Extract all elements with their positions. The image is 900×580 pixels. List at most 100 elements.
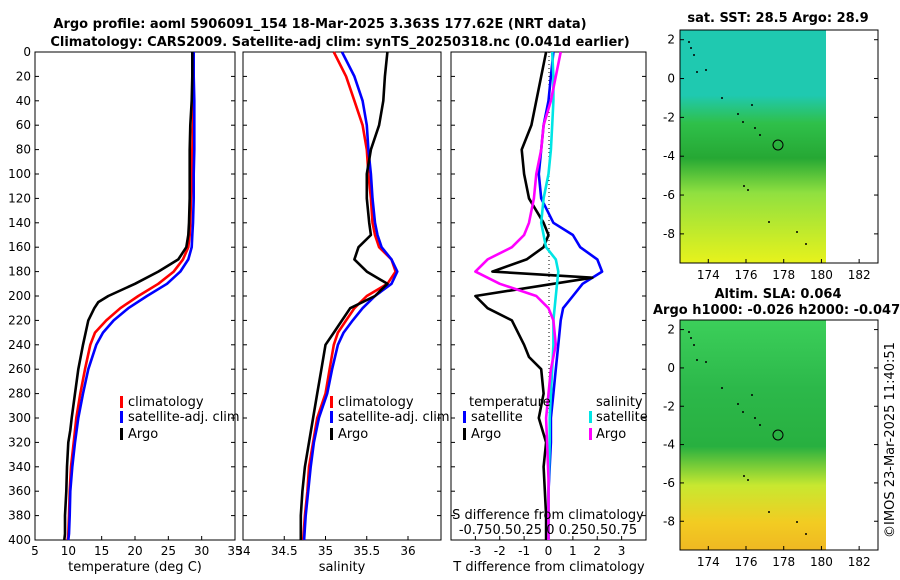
map-x-tick-label: 180 [810,555,833,569]
map-y-tick-label: -8 [663,514,675,528]
sla-argo-marker [772,429,784,441]
temperature-axes-box [34,51,236,541]
sst-map-ticks: 174 176 178 180 182 2 0 -2 -4 -6 -8 [663,33,878,282]
map-x-tick-label: 174 [697,268,720,282]
salinity-lines [299,51,399,541]
salinity-legend: climatology satellite-adj. clim Argo [330,395,450,442]
y-tick-label: 360 [8,484,31,498]
series-temperature-argo [474,51,594,540]
legend-climatology-swatch [120,396,123,408]
sla-axes-box [679,319,879,551]
map-y-tick-label: -6 [663,476,675,490]
temperature-x-ticks: 5 10 15 20 25 30 35 [31,51,243,558]
x-tick-label: 36 [400,544,415,558]
x-tick-label: 34 [235,544,250,558]
y-tick-label: 400 [8,533,31,547]
y-tick-label: 160 [8,240,31,254]
map-x-tick-label: 182 [848,555,871,569]
legend-salinity-header: salinity [596,395,643,410]
legend-climatology-swatch [330,396,333,408]
x-tick-label: 10 [61,544,76,558]
difference-top-ticks: -0.750.50.25 0 0.250.50.75 [459,523,637,538]
map-x-tick-label: 182 [848,268,871,282]
series-satellite-adj-clim [302,51,399,541]
y-tick-label: 320 [8,435,31,449]
legend-t-argo: Argo [471,427,501,442]
x-tick-label: 0 [545,544,553,558]
legend-argo-swatch [330,428,333,440]
y-tick-label: 240 [8,338,31,352]
x-tick-label: 34.5 [271,544,298,558]
difference-x-ticks: -3 -2 -1 0 1 2 3 [451,51,646,558]
map-y-tick-label: -4 [663,438,675,452]
sst-map: sat. SST: 28.5 Argo: 28.9 174 176 178 180 18… [663,11,879,282]
map-x-tick-label: 174 [697,555,720,569]
y-tick-label: 220 [8,313,31,327]
x-tick-label: -3 [469,544,481,558]
temperature-lines [63,51,196,541]
y-tick-label: 20 [16,69,31,83]
y-tick-label: 200 [8,289,31,303]
sst-nodata [826,30,878,263]
temperature-panel: 0 20 40 60 80 100 120 140 160 180 200 220 240 260 280 3… [8,45,243,575]
temperature-legend: climatology satellite-adj. clim Argo [120,395,240,442]
difference-xlabel: T difference from climatology [452,560,645,575]
y-tick-label: 300 [8,411,31,425]
x-tick-label: 35 [318,544,333,558]
y-tick-label: 280 [8,387,31,401]
y-tick-label: 100 [8,167,31,181]
legend-climatology: climatology [128,395,204,410]
figure-title-line2: Climatology: CARS2009. Satellite-adj cli… [50,35,629,50]
difference-lines [474,51,604,540]
map-x-tick-label: 180 [810,268,833,282]
series-climatology [66,51,195,541]
map-y-tick-label: 2 [667,323,675,337]
map-y-tick-label: 0 [667,361,675,375]
legend-satellite: satellite-adj. clim [128,410,240,425]
x-tick-label: 35 [227,544,242,558]
legend-satellite-swatch [120,411,123,423]
legend-satellite: satellite-adj. clim [338,410,450,425]
series-satellite-adj-clim [67,52,196,541]
legend-s-satellite-swatch [589,411,592,423]
salinity-xlabel: salinity [319,560,366,575]
temperature-xlabel: temperature (deg C) [68,560,202,575]
x-tick-label: 30 [194,544,209,558]
x-tick-label: 20 [127,544,142,558]
map-x-tick-label: 178 [772,268,795,282]
x-tick-label: 5 [31,544,39,558]
x-tick-label: 25 [161,544,176,558]
map-y-tick-label: -2 [663,110,675,124]
difference-top-label: S difference from climatology [452,508,644,523]
y-tick-label: 140 [8,216,31,230]
legend-argo: Argo [338,427,368,442]
x-tick-label: -2 [494,544,506,558]
sst-field [680,30,826,263]
sst-argo-marker [772,139,784,151]
map-y-tick-label: -8 [663,227,675,241]
sst-islands [688,41,807,245]
series-salinity-argo [474,51,562,540]
sst-axes-box [679,29,879,264]
series-climatology [301,51,397,541]
difference-panel: -3 -2 -1 0 1 2 3 T difference from climatology… [450,51,648,575]
legend-t-satellite-swatch [463,411,466,423]
legend-argo-swatch [120,428,123,440]
y-tick-label: 40 [16,94,31,108]
legend-temperature-header: temperature [469,395,551,410]
y-tick-label: 80 [16,143,31,157]
salinity-panel: 34 34.5 35 35.5 36 salinity climatology sate… [235,51,450,575]
sla-map-ticks: 174 176 178 180 182 2 0 -2 -4 -6 -8 [663,323,878,569]
temperature-y-ticks: 0 20 40 60 80 100 120 140 160 180 200 220 240 260 280 3… [8,45,31,547]
legend-climatology: climatology [338,395,414,410]
series-argo [63,52,194,541]
series-salinity-satellite [539,51,560,540]
salinity-x-ticks: 34 34.5 35 35.5 36 [235,51,441,558]
figure-title-line1: Argo profile: aoml 5906091_154 18-Mar-20… [53,17,586,32]
sla-field [680,320,826,550]
sla-nodata [826,320,878,550]
series-argo [299,51,389,540]
y-tick-label: 120 [8,191,31,205]
salinity-axes-box [242,51,442,541]
map-y-tick-label: -2 [663,399,675,413]
